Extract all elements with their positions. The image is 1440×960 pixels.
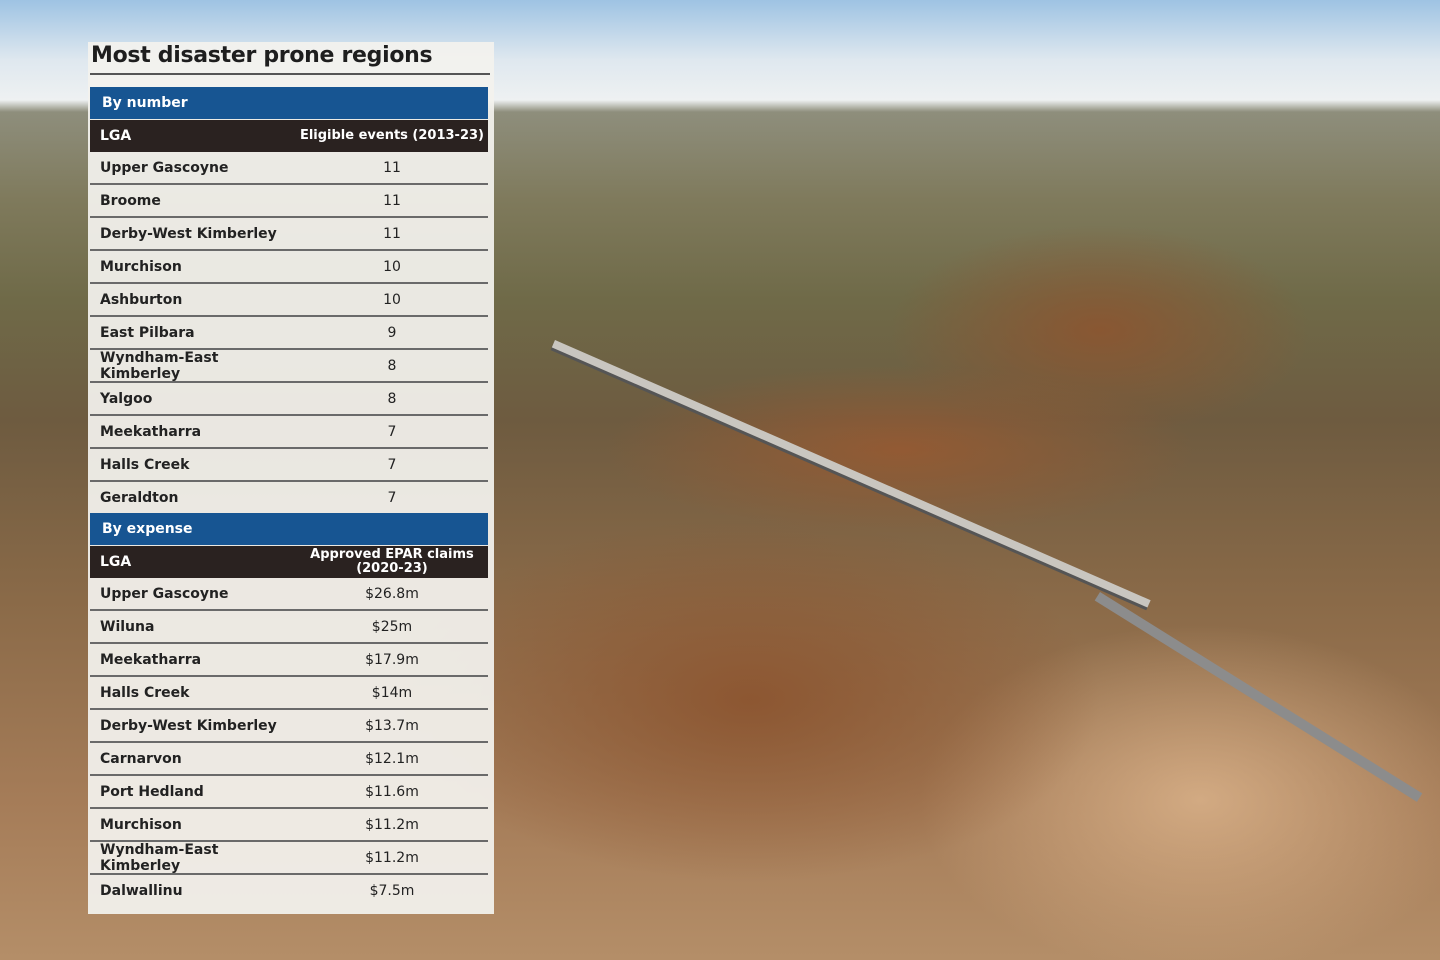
lga-name: East Pilbara bbox=[100, 324, 195, 341]
lga-name: Carnarvon bbox=[100, 750, 182, 767]
lga-name: Murchison bbox=[100, 258, 182, 275]
lga-name: Derby-West Kimberley bbox=[100, 225, 277, 242]
value-cell: $17.9m bbox=[365, 651, 419, 668]
section-header: By number bbox=[90, 87, 488, 119]
table-row: Geraldton 7 bbox=[90, 482, 488, 513]
table-row: Dalwallinu $7.5m bbox=[90, 875, 488, 906]
title-divider bbox=[90, 73, 490, 75]
value-cell: $7.5m bbox=[369, 882, 415, 899]
value-cell: 7 bbox=[387, 489, 397, 506]
column-header-row: LGA Approved EPAR claims (2020-23) bbox=[90, 546, 488, 578]
value-cell: 8 bbox=[387, 357, 397, 374]
table-row: Derby-West Kimberley $13.7m bbox=[90, 710, 488, 743]
table-row: Upper Gascoyne $26.8m bbox=[90, 578, 488, 611]
value-cell: 11 bbox=[383, 192, 401, 209]
value-cell: $14m bbox=[371, 684, 413, 701]
value-cell: $11.6m bbox=[365, 783, 419, 800]
value-cell: $25m bbox=[371, 618, 413, 635]
lga-name: Derby-West Kimberley bbox=[100, 717, 277, 734]
value-cell: $12.1m bbox=[365, 750, 419, 767]
table-row: Murchison 10 bbox=[90, 251, 488, 284]
table-row: Port Hedland $11.6m bbox=[90, 776, 488, 809]
table-row: Wyndham-East Kimberley $11.2m bbox=[90, 842, 488, 875]
infographic-panel: Most disaster prone regions By number LGA… bbox=[88, 42, 494, 914]
lga-name: Upper Gascoyne bbox=[100, 159, 229, 176]
lga-name: Yalgoo bbox=[100, 390, 153, 407]
column-header: LGA bbox=[100, 128, 132, 144]
lga-name: Upper Gascoyne bbox=[100, 585, 229, 602]
column-header: Eligible events (2013-23) bbox=[299, 128, 484, 143]
lga-name: Port Hedland bbox=[100, 783, 204, 800]
lga-name: Ashburton bbox=[100, 291, 183, 308]
table-body: Upper Gascoyne $26.8m Wiluna $25m Meekatharr… bbox=[88, 578, 494, 906]
column-header: Approved EPAR claims (2020-23) bbox=[310, 547, 474, 576]
value-cell: 7 bbox=[387, 456, 397, 473]
tables: By number LGA Eligible events (2013-23) Upp… bbox=[88, 87, 494, 906]
value-cell: 7 bbox=[387, 423, 397, 440]
value-cell: 9 bbox=[387, 324, 397, 341]
lga-name: Dalwallinu bbox=[100, 882, 183, 899]
value-cell: $11.2m bbox=[365, 849, 419, 866]
column-header-row: LGA Eligible events (2013-23) bbox=[90, 120, 488, 152]
lga-name: Wyndham-East Kimberley bbox=[100, 841, 219, 874]
page-title: Most disaster prone regions bbox=[91, 43, 433, 68]
lga-name: Broome bbox=[100, 192, 161, 209]
lga-name: Wyndham-East Kimberley bbox=[100, 349, 219, 382]
table-row: Halls Creek 7 bbox=[90, 449, 488, 482]
table-row: Broome 11 bbox=[90, 185, 488, 218]
section-header: By expense bbox=[90, 513, 488, 545]
value-cell: $11.2m bbox=[365, 816, 419, 833]
lga-name: Wiluna bbox=[100, 618, 155, 635]
column-header: LGA bbox=[100, 554, 132, 570]
table-row: Wiluna $25m bbox=[90, 611, 488, 644]
value-cell: 11 bbox=[383, 225, 401, 242]
table-row: Yalgoo 8 bbox=[90, 383, 488, 416]
value-cell: $26.8m bbox=[365, 585, 419, 602]
table-row: Murchison $11.2m bbox=[90, 809, 488, 842]
lga-name: Geraldton bbox=[100, 489, 179, 506]
lga-name: Meekatharra bbox=[100, 423, 202, 440]
table-row: Halls Creek $14m bbox=[90, 677, 488, 710]
table-row: Wyndham-East Kimberley 8 bbox=[90, 350, 488, 383]
table-row: Meekatharra $17.9m bbox=[90, 644, 488, 677]
table-row: Derby-West Kimberley 11 bbox=[90, 218, 488, 251]
table-row: Upper Gascoyne 11 bbox=[90, 152, 488, 185]
lga-name: Halls Creek bbox=[100, 456, 190, 473]
table-row: Ashburton 10 bbox=[90, 284, 488, 317]
table-row: East Pilbara 9 bbox=[90, 317, 488, 350]
table-row: Carnarvon $12.1m bbox=[90, 743, 488, 776]
table-row: Meekatharra 7 bbox=[90, 416, 488, 449]
lga-name: Halls Creek bbox=[100, 684, 190, 701]
value-cell: $13.7m bbox=[365, 717, 419, 734]
value-cell: 10 bbox=[383, 258, 401, 275]
value-cell: 8 bbox=[387, 390, 397, 407]
lga-name: Murchison bbox=[100, 816, 182, 833]
value-cell: 10 bbox=[383, 291, 401, 308]
value-cell: 11 bbox=[383, 159, 401, 176]
lga-name: Meekatharra bbox=[100, 651, 202, 668]
table-body: Upper Gascoyne 11 Broome 11 Derby-West Kimbe… bbox=[88, 152, 494, 513]
